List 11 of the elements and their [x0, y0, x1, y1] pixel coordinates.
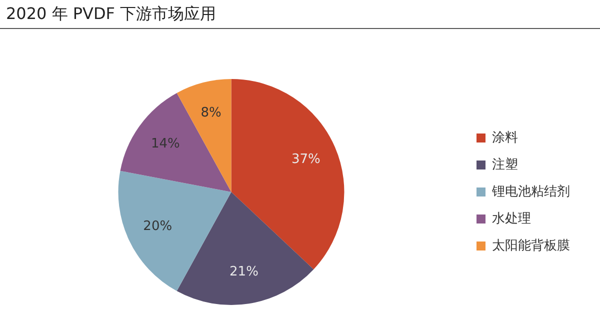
legend-label: 水处理: [492, 211, 531, 226]
legend-label: 注塑: [492, 156, 518, 172]
data-label: 8%: [200, 106, 222, 121]
data-label: 20%: [143, 219, 172, 234]
legend-label: 涂料: [492, 130, 518, 146]
data-label: 37%: [291, 152, 320, 168]
data-label: 21%: [230, 264, 258, 280]
data-label: 14%: [150, 136, 180, 152]
legend-label: 太阳能背板膜: [492, 238, 570, 254]
chart-title: 2020 年 PVDF 下游市场应用: [0, 0, 600, 29]
legend-label: 锂电池粘结剂: [491, 183, 570, 200]
